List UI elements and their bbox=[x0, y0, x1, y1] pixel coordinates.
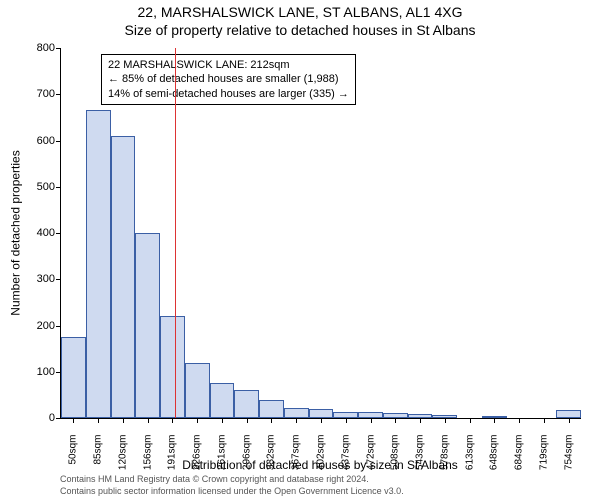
histogram-bar bbox=[284, 408, 309, 418]
histogram-bar bbox=[556, 410, 581, 418]
ytick-label: 600 bbox=[37, 135, 55, 147]
annotation-box: 22 MARSHALSWICK LANE: 212sqm ← 85% of de… bbox=[101, 54, 356, 105]
histogram-bar bbox=[259, 400, 284, 419]
chart-container: 22, MARSHALSWICK LANE, ST ALBANS, AL1 4X… bbox=[0, 0, 600, 500]
marker-line bbox=[175, 48, 176, 418]
footer-copyright: Contains HM Land Registry data © Crown c… bbox=[60, 474, 590, 484]
ytick-label: 500 bbox=[37, 181, 55, 193]
histogram-bar bbox=[61, 337, 86, 418]
x-axis-label: Distribution of detached houses by size … bbox=[60, 458, 580, 472]
y-axis-label: Number of detached properties bbox=[8, 48, 24, 418]
ytick-label: 700 bbox=[37, 88, 55, 100]
histogram-bar bbox=[135, 233, 160, 418]
address-title: 22, MARSHALSWICK LANE, ST ALBANS, AL1 4X… bbox=[0, 4, 600, 20]
histogram-bar bbox=[160, 316, 185, 418]
histogram-bar bbox=[210, 383, 235, 418]
ytick-label: 400 bbox=[37, 227, 55, 239]
ytick-label: 800 bbox=[37, 42, 55, 54]
annot-line1: 22 MARSHALSWICK LANE: 212sqm bbox=[108, 59, 290, 71]
histogram-bar bbox=[185, 363, 210, 419]
ytick-label: 0 bbox=[49, 412, 55, 424]
histogram-bar bbox=[234, 390, 259, 418]
histogram-bar bbox=[86, 110, 111, 418]
ytick-label: 100 bbox=[37, 366, 55, 378]
footer-licence: Contains public sector information licen… bbox=[60, 486, 590, 496]
plot-area: 22 MARSHALSWICK LANE: 212sqm ← 85% of de… bbox=[60, 48, 581, 419]
chart-title: Size of property relative to detached ho… bbox=[0, 22, 600, 38]
histogram-bar bbox=[309, 409, 334, 418]
annot-line2: ← 85% of detached houses are smaller (1,… bbox=[108, 73, 339, 85]
ytick-label: 200 bbox=[37, 320, 55, 332]
annot-line3: 14% of semi-detached houses are larger (… bbox=[108, 88, 349, 100]
ytick-label: 300 bbox=[37, 273, 55, 285]
histogram-bar bbox=[111, 136, 136, 418]
